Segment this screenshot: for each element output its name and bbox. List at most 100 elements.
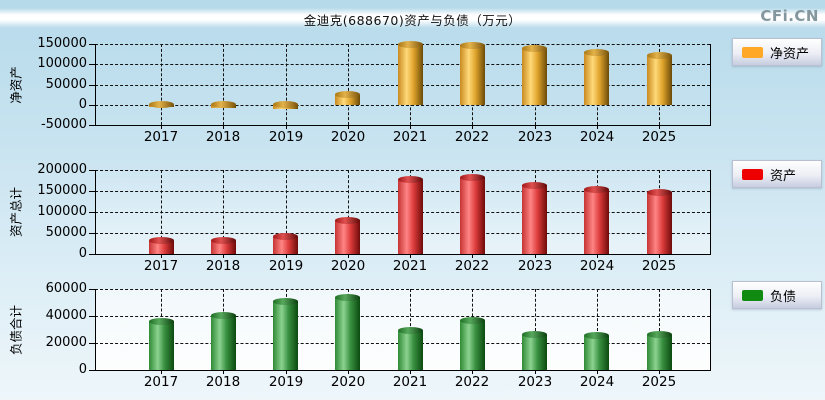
y-tick-mark [89, 233, 95, 234]
y-tick-label: 100000 [37, 56, 87, 71]
y-axis-line [95, 170, 96, 255]
page-title: 金迪克(688670)资产与负债（万元） [303, 13, 522, 28]
bar-cap-2023 [522, 331, 547, 339]
x-tick-mark [348, 370, 349, 374]
gridline-horizontal [95, 289, 710, 290]
x-tick-label: 2023 [517, 374, 553, 390]
x-tick-label: 2017 [143, 258, 179, 274]
x-tick-mark [223, 125, 224, 129]
y-tick-mark [89, 370, 95, 371]
y-tick-mark [89, 254, 95, 255]
x-tick-mark [286, 254, 287, 258]
y-tick-label: 20000 [45, 335, 87, 350]
y-tick-label: 150000 [37, 183, 87, 198]
x-tick-label: 2025 [641, 129, 677, 145]
gridline-vertical [286, 44, 287, 125]
x-tick-label: 2021 [392, 129, 428, 145]
bar-cap-2019 [273, 297, 298, 305]
plot-right-border [710, 44, 711, 126]
bar-2017 [149, 101, 174, 109]
x-tick-label: 2019 [268, 258, 304, 274]
bar-cap-2025 [647, 331, 672, 339]
bar-cap-2019 [273, 233, 298, 241]
x-tick-label: 2019 [268, 129, 304, 145]
bar-cap-2023 [522, 45, 547, 53]
bar-cap-2020 [335, 91, 360, 99]
bar-cap-2021 [398, 41, 423, 49]
bar-2022 [460, 173, 485, 254]
y-tick-mark [89, 212, 95, 213]
bar-2022 [460, 317, 485, 370]
x-axis-line [95, 125, 710, 126]
gridline-vertical [659, 289, 660, 370]
legend-liabilities: 负债 [732, 281, 822, 309]
x-tick-mark [597, 254, 598, 258]
y-axis-line [95, 44, 96, 126]
gridline-horizontal [95, 316, 710, 317]
x-tick-mark [348, 254, 349, 258]
x-axis-line [95, 370, 710, 371]
x-tick-label: 2022 [454, 258, 490, 274]
bar-2021 [398, 327, 423, 370]
y-tick-label: 60000 [45, 281, 87, 296]
x-tick-label: 2025 [641, 258, 677, 274]
y-tick-label: 0 [78, 97, 87, 112]
bar-2020 [335, 293, 360, 370]
x-tick-label: 2018 [205, 258, 241, 274]
x-tick-label: 2019 [268, 374, 304, 390]
x-tick-label: 2017 [143, 129, 179, 145]
x-tick-label: 2025 [641, 374, 677, 390]
gridline-vertical [348, 170, 349, 254]
legend-label-liabilities: 负债 [770, 289, 797, 305]
bar-cap-2019 [273, 101, 298, 109]
y-tick-label: 50000 [45, 225, 87, 240]
y-tick-mark [89, 85, 95, 86]
x-tick-mark [286, 125, 287, 129]
x-tick-label: 2024 [579, 258, 615, 274]
bar-2021 [398, 41, 423, 105]
y-tick-mark [89, 191, 95, 192]
y-tick-label: 150000 [37, 36, 87, 51]
bar-cap-2018 [211, 237, 236, 245]
x-tick-mark [223, 370, 224, 374]
plot-right-border [710, 289, 711, 371]
legend-label-assets: 资产 [770, 168, 797, 184]
x-tick-label: 2023 [517, 129, 553, 145]
bar-cap-2017 [149, 317, 174, 325]
gridline-vertical [223, 170, 224, 254]
y-tick-label: 0 [78, 362, 87, 377]
x-tick-label: 2018 [205, 129, 241, 145]
gridline-vertical [286, 170, 287, 254]
bar-2025 [647, 331, 672, 370]
legend-assets: 资产 [732, 160, 822, 188]
legend-label-net-assets: 净资产 [770, 46, 810, 62]
bar-2022 [460, 41, 485, 105]
gridline-vertical [223, 44, 224, 125]
y-tick-mark [89, 289, 95, 290]
plot-right-border [710, 170, 711, 255]
x-tick-label: 2022 [454, 129, 490, 145]
gridline-horizontal [95, 170, 710, 171]
x-tick-mark [659, 370, 660, 374]
legend-swatch-assets [742, 168, 763, 180]
x-tick-mark [223, 254, 224, 258]
x-tick-mark [161, 254, 162, 258]
x-tick-mark [161, 125, 162, 129]
bar-2021 [398, 176, 423, 254]
gridline-vertical [161, 170, 162, 254]
bar-cap-2021 [398, 176, 423, 184]
y-tick-mark [89, 64, 95, 65]
legend-net-assets: 净资产 [732, 38, 822, 66]
gridline-vertical [348, 44, 349, 125]
bar-cap-2018 [211, 311, 236, 319]
gridline-horizontal [95, 105, 710, 106]
bar-2024 [584, 332, 609, 370]
bar-cap-2021 [398, 327, 423, 335]
x-tick-mark [472, 370, 473, 374]
x-tick-mark [410, 254, 411, 258]
bar-2018 [211, 311, 236, 370]
y-axis-title: 负债合计 [8, 304, 24, 355]
bar-cap-2020 [335, 216, 360, 224]
